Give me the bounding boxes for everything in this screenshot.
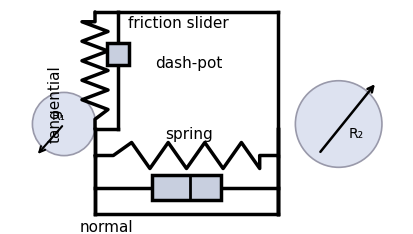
Circle shape — [33, 92, 95, 156]
Text: R₁: R₁ — [52, 110, 66, 123]
Text: friction slider: friction slider — [128, 17, 229, 32]
Bar — [107, 43, 129, 65]
Text: spring: spring — [165, 127, 213, 142]
Bar — [152, 175, 221, 200]
Text: normal: normal — [80, 219, 134, 234]
Text: dash-pot: dash-pot — [155, 56, 222, 72]
Text: R₂: R₂ — [349, 127, 364, 141]
Text: tangential: tangential — [47, 65, 62, 143]
Circle shape — [295, 81, 382, 167]
